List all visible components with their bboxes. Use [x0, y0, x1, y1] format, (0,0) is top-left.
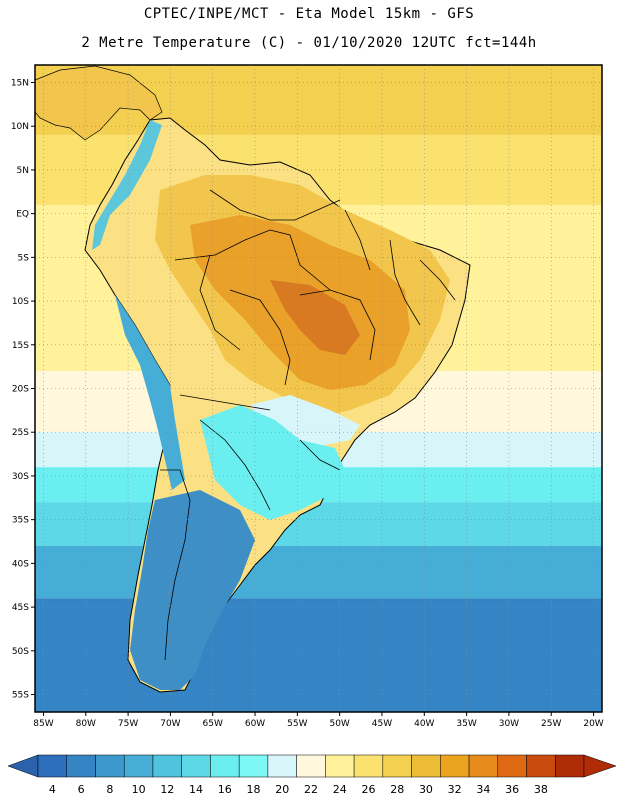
- colorbar-swatch: [526, 754, 556, 778]
- hottest-core-region: [270, 280, 360, 355]
- colorbar-label: 36: [505, 783, 519, 796]
- lat-label: 5N: [17, 166, 29, 176]
- colorbar-swatch: [123, 754, 154, 778]
- map-frame: [34, 64, 603, 713]
- lon-label: 20W: [583, 719, 603, 729]
- lat-label: 45S: [12, 603, 29, 613]
- colorbar-swatch: [267, 754, 297, 778]
- lon-label: 35W: [456, 719, 476, 729]
- lat-label: 25S: [12, 428, 29, 438]
- graticule-grid: [31, 65, 602, 716]
- colorbar-swatch: [468, 754, 499, 778]
- lat-label: 15N: [11, 78, 29, 88]
- colorbar-label: 22: [304, 783, 318, 796]
- colorbar-label: 24: [333, 783, 347, 796]
- colorbar-high-arrow: [583, 754, 617, 778]
- lat-label: 40S: [12, 559, 29, 569]
- colorbar-swatch: [37, 754, 67, 778]
- lat-label: 50S: [12, 647, 29, 657]
- andes-cold-central: [115, 295, 185, 490]
- lat-label: 55S: [12, 691, 29, 701]
- lat-label: 10S: [12, 297, 29, 307]
- colorbar-label: 26: [361, 783, 375, 796]
- colorbar-swatch: [411, 754, 441, 778]
- colorbar-swatch: [353, 754, 384, 778]
- country-borders: [160, 189, 456, 661]
- lon-label: 45W: [372, 719, 392, 729]
- lon-label: 85W: [33, 719, 53, 729]
- south-temperate-region: [200, 405, 345, 520]
- lat-label: 15S: [12, 341, 29, 351]
- colorbar-swatch: [296, 754, 326, 778]
- colorbar-swatch: [555, 754, 585, 778]
- colorbar-swatch: [66, 754, 96, 778]
- lon-label: 75W: [118, 719, 138, 729]
- colorbar-label: 28: [390, 783, 404, 796]
- colorbar-swatch: [325, 754, 355, 778]
- colorbar-low-arrow: [7, 754, 39, 778]
- colorbar-label: 38: [534, 783, 548, 796]
- lon-label: 40W: [414, 719, 434, 729]
- lat-label: 10N: [11, 122, 29, 132]
- colorbar-label: 20: [275, 783, 289, 796]
- lon-label: 70W: [160, 719, 180, 729]
- colorbar-swatch: [95, 754, 125, 778]
- colorbar-label: 6: [78, 783, 85, 796]
- colorbar-swatch: [382, 754, 412, 778]
- colorbar-swatch: [440, 754, 470, 778]
- colorbar-swatch: [152, 754, 182, 778]
- colorbar-swatch: [238, 754, 269, 778]
- colorbar-swatch: [210, 754, 240, 778]
- lat-label: 20S: [12, 385, 29, 395]
- central-america-landmass: [35, 65, 163, 141]
- ocean-band-6: [35, 502, 602, 546]
- lon-label: 55W: [287, 719, 307, 729]
- latitude-tick-labels: 15N 10N 5N EQ 5S 10S 15S 20S 25S 30S 35S 40S 45S 50S 5…: [11, 78, 29, 700]
- lat-label: 5S: [18, 253, 30, 263]
- lon-label: 25W: [541, 719, 561, 729]
- colorbar-label: 14: [189, 783, 203, 796]
- colorbar-label: 4: [49, 783, 56, 796]
- colorbar-label: 32: [448, 783, 462, 796]
- map-title-variable: 2 Metre Temperature (C) - 01/10/2020 12U…: [81, 35, 537, 51]
- colorbar-label: 10: [132, 783, 146, 796]
- lon-label: 30W: [499, 719, 519, 729]
- map-title-model: CPTEC/INPE/MCT - Eta Model 15km - GFS: [143, 6, 475, 22]
- patagonia-cold-region: [130, 490, 255, 690]
- colorbar-label: 30: [419, 783, 433, 796]
- lon-label: 65W: [203, 719, 223, 729]
- lon-label: 50W: [329, 719, 349, 729]
- colorbar-label: 8: [106, 783, 113, 796]
- colorbar-label: 34: [476, 783, 490, 796]
- andes-cold-north: [92, 120, 162, 250]
- longitude-tick-labels: 85W 80W 75W 70W 65W 60W 55W 50W 45W 40W 35W 30W 25W 2…: [33, 719, 604, 729]
- map-plot-area: [35, 65, 602, 712]
- temperature-colorbar: 4 6 8 10 12 14 16 18 20 22 24 26 28 30 32 34 36 38: [7, 754, 617, 796]
- lon-label: 60W: [245, 719, 265, 729]
- lat-label: EQ: [16, 210, 29, 220]
- lat-label: 30S: [12, 472, 29, 482]
- colorbar-swatch: [181, 754, 211, 778]
- lon-label: 80W: [76, 719, 96, 729]
- colorbar-label: 18: [247, 783, 261, 796]
- colorbar-label: 16: [218, 783, 232, 796]
- ocean-band-7: [35, 545, 602, 599]
- colorbar-label: 12: [160, 783, 174, 796]
- ocean-band-8: [35, 598, 602, 712]
- lat-label: 35S: [12, 516, 29, 526]
- colorbar-swatch: [497, 754, 527, 778]
